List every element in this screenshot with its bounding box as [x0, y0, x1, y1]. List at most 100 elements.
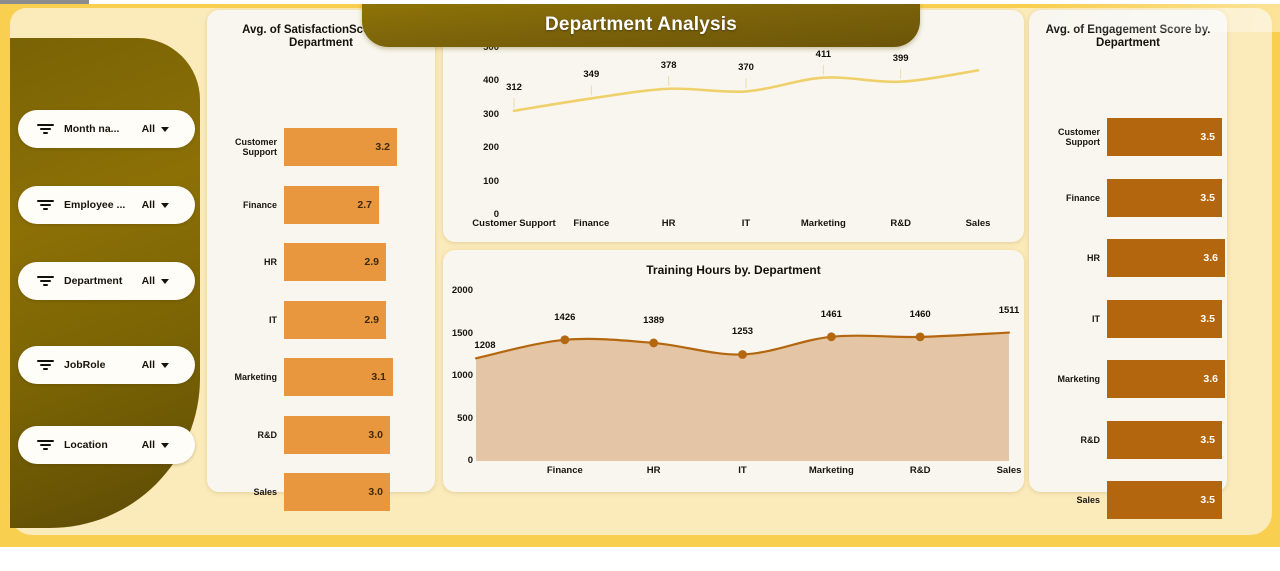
bar-row[interactable]: HR 3.6 [1029, 239, 1227, 277]
y-axis-tick: 2000 [451, 285, 473, 296]
bar-row[interactable]: IT 2.9 [207, 300, 435, 339]
bar[interactable]: 3.5 [1107, 118, 1222, 156]
bar[interactable]: 3.0 [284, 415, 390, 454]
data-point-label: 1208 [474, 340, 496, 352]
bar-category-label: IT [1092, 313, 1100, 324]
filter-label: Location [64, 439, 108, 451]
bar-category-label: Marketing [1057, 374, 1100, 384]
data-point-label: 312 [506, 81, 522, 93]
bar-category-label: Finance [1065, 192, 1100, 203]
bar-value-label: 3.5 [1200, 191, 1215, 204]
x-axis-tick: IT [738, 465, 747, 476]
bar-row[interactable]: HR 2.9 [207, 243, 435, 281]
data-point-marker[interactable] [738, 350, 747, 359]
bar[interactable]: 2.7 [284, 185, 379, 224]
x-axis-tick: HR [646, 465, 661, 476]
horizontal-scrollbar[interactable] [0, 0, 1280, 4]
filter-pill-jobrole[interactable]: JobRole All [18, 346, 195, 384]
bar-value-label: 2.7 [357, 198, 372, 211]
data-point-label: 1426 [554, 311, 576, 323]
bar-category-label: R&D [1080, 434, 1101, 445]
chevron-down-icon[interactable] [161, 278, 169, 284]
bar-row[interactable]: Finance 2.7 [207, 185, 435, 224]
bar[interactable]: 3.5 [1107, 299, 1222, 338]
chevron-down-icon[interactable] [161, 442, 169, 448]
bar[interactable]: 3.2 [284, 128, 397, 166]
training-chart-title: Training Hours by. Department [646, 263, 821, 277]
filter-pill-employee[interactable]: Employee ... All [18, 186, 195, 224]
bar-row[interactable]: Sales 3.0 [207, 473, 435, 511]
filter-funnel-icon [36, 198, 54, 212]
x-axis-tick: IT [741, 218, 751, 229]
bar[interactable]: 3.5 [1107, 481, 1222, 519]
dashboard-frame: Department Analysis Month na... All Employ… [0, 2, 1280, 547]
bar[interactable]: 3.6 [1107, 360, 1225, 398]
engagement-card: Avg. of Engagement Score by. Department … [1029, 10, 1227, 519]
data-point-marker[interactable] [560, 335, 570, 345]
bar[interactable]: 3.0 [284, 473, 390, 511]
filter-funnel-icon [36, 358, 54, 372]
x-axis-tick: Marketing [800, 218, 846, 229]
filter-funnel-icon [36, 438, 54, 452]
filter-pill-department[interactable]: Department All [18, 262, 195, 300]
filter-label: Month na... [64, 123, 120, 135]
bar-category-label: IT [269, 314, 277, 325]
bar-row[interactable]: Sales 3.5 [1029, 481, 1227, 519]
scrollbar-thumb[interactable] [0, 0, 89, 4]
bar-category-label: Finance [242, 199, 277, 210]
bar-row[interactable]: Customer Support 3.5 [1029, 118, 1227, 156]
data-point-label: 1461 [820, 308, 842, 320]
bar-category-label: HR [264, 257, 277, 267]
bar-value-label: 3.5 [1200, 433, 1215, 446]
filter-label: Department [64, 275, 123, 287]
y-axis-tick: 1500 [451, 327, 473, 339]
data-point-label: 1389 [643, 314, 665, 326]
bar-value-label: 3.0 [368, 428, 383, 441]
bar[interactable]: 3.6 [1107, 239, 1225, 277]
filter-pill-location[interactable]: Location All [18, 426, 195, 464]
bar-value-label: 3.6 [1203, 373, 1218, 385]
chevron-down-icon[interactable] [161, 202, 169, 208]
y-axis-tick: 300 [483, 108, 499, 120]
filter-label: Employee ... [64, 199, 126, 211]
bar-row[interactable]: R&D 3.5 [1029, 420, 1227, 459]
bar-value-label: 3.5 [1200, 131, 1215, 143]
engagement-chart-title: Avg. of Engagement Score by. Department [1035, 24, 1221, 50]
bar-value-label: 3.6 [1203, 252, 1218, 264]
bar[interactable]: 3.5 [1107, 420, 1222, 459]
chevron-down-icon[interactable] [161, 126, 169, 132]
bar-row[interactable]: Marketing 3.1 [207, 358, 435, 396]
bar-category-label: Sales [253, 487, 277, 497]
bar-row[interactable]: IT 3.5 [1029, 299, 1227, 338]
data-point-marker[interactable] [915, 332, 925, 342]
y-axis-tick: 500 [457, 412, 473, 424]
filter-sidebar: Month na... All Employee ... All Department A… [10, 38, 200, 528]
bar[interactable]: 3.5 [1107, 178, 1222, 217]
satisfaction-card: Avg. of SatisfactionScore by. Department… [207, 10, 435, 511]
x-axis-tick: R&D [890, 218, 911, 229]
chevron-down-icon[interactable] [161, 362, 169, 368]
page-title-banner: Department Analysis [362, 2, 920, 47]
bar-row[interactable]: Customer Support 3.2 [207, 128, 435, 166]
x-axis-tick: Finance [546, 465, 583, 476]
bar-row[interactable]: R&D 3.0 [207, 415, 435, 454]
y-axis-tick: 1000 [451, 370, 473, 381]
bar-category-label: HR [1087, 253, 1100, 263]
y-axis-tick: 200 [483, 142, 499, 154]
data-point-marker[interactable] [649, 338, 659, 348]
bar[interactable]: 3.1 [284, 358, 393, 396]
filter-funnel-icon [36, 122, 54, 136]
bar-row[interactable]: Marketing 3.6 [1029, 360, 1227, 398]
x-axis-tick: Customer Support [472, 218, 556, 229]
filter-pill-month-na[interactable]: Month na... All [18, 110, 195, 148]
bar-category-label: Customer Support [234, 137, 277, 157]
bar-value-label: 2.9 [364, 256, 379, 268]
bar-row[interactable]: Finance 3.5 [1029, 178, 1227, 217]
data-point-label: 1460 [909, 308, 931, 320]
data-point-label: 399 [892, 52, 909, 64]
data-point-label: 378 [660, 59, 677, 71]
bar[interactable]: 2.9 [284, 243, 386, 281]
engagement-title-line2: Department [1096, 37, 1160, 49]
data-point-marker[interactable] [826, 332, 836, 342]
bar[interactable]: 2.9 [284, 300, 386, 339]
